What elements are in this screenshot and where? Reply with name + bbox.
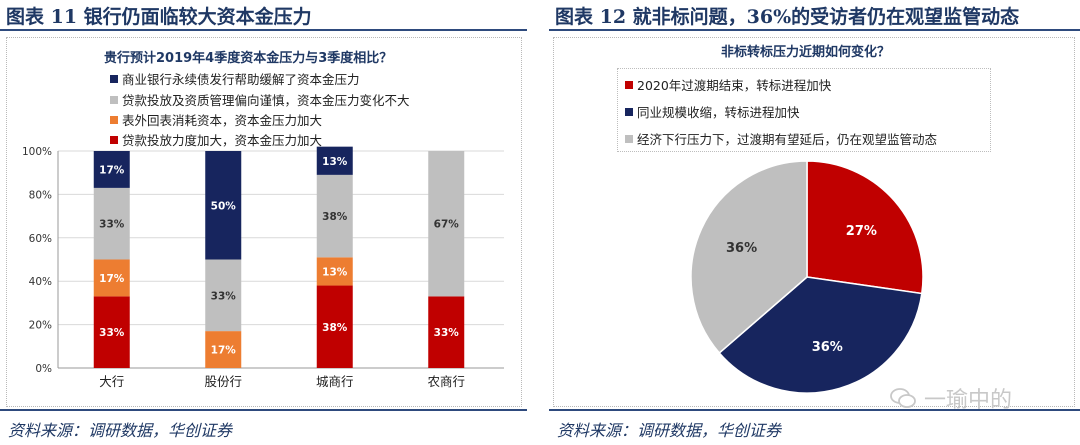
- right-top-rule: [549, 29, 1080, 31]
- pie-data-label: 27%: [846, 224, 877, 239]
- legend-item-perpetual-bonds: 商业银行永续债发行帮助缓解了资本金压力: [110, 69, 360, 88]
- y-tick-label: 20%: [29, 320, 52, 332]
- bar-segment: [316, 257, 353, 286]
- data-label: 67%: [434, 219, 460, 231]
- legend-item-more-lending: 贷款投放力度加大，资本金压力加大: [110, 130, 322, 149]
- bar-segment: [428, 296, 465, 368]
- wechat-icon: [890, 388, 916, 408]
- bar-segment: [316, 146, 353, 175]
- x-tick-label: 大行: [99, 374, 124, 389]
- pie-data-label: 36%: [726, 241, 757, 256]
- bar-chart-frame: [6, 37, 522, 407]
- bar-segment: [93, 259, 130, 297]
- right-bottom-rule: [549, 409, 1080, 411]
- y-tick-label: 40%: [29, 276, 52, 288]
- right-figure-panel: 图表 12 就非标问题，36%的受访者仍在观望监管动态 非标转标压力近期如何变化…: [549, 0, 1080, 445]
- pie-legend-item-wait-and-see: 经济下行压力下，过渡期有望延后，仍在观望监管动态: [625, 129, 937, 148]
- bar-segment: [93, 187, 130, 260]
- bar-segment: [316, 174, 353, 258]
- data-label: 38%: [322, 322, 348, 334]
- left-figure-title: 图表 11 银行仍面临较大资本金压力: [6, 6, 312, 28]
- watermark-text: 一瑜中的: [924, 388, 1013, 413]
- right-figure-title: 图表 12 就非标问题，36%的受访者仍在观望监管动态: [555, 6, 1020, 28]
- legend-swatch-gray: [110, 95, 118, 104]
- pie-chart: 27% 36% 36%: [690, 160, 924, 394]
- pie-slice: [690, 160, 808, 355]
- legend-swatch-orange: [110, 115, 118, 124]
- data-label: 33%: [99, 327, 125, 339]
- legend-swatch-red: [625, 80, 633, 89]
- x-tick-label: 股份行: [204, 374, 242, 389]
- data-label: 17%: [99, 164, 125, 176]
- data-label: 50%: [211, 200, 237, 212]
- legend-label: 同业规模收缩，转标进程加快: [637, 105, 800, 120]
- bar-segment: [205, 259, 242, 332]
- data-label: 17%: [99, 273, 125, 285]
- x-tick-label: 城商行: [316, 374, 354, 389]
- stacked-bar-chart: 0% 20% 40% 60% 80% 100% 33% 17% 33% 17% 大行 17% 33% 50…: [22, 146, 504, 389]
- data-label: 38%: [322, 211, 348, 223]
- x-tick-label: 农商行: [427, 374, 465, 389]
- legend-swatch-navy: [625, 107, 633, 116]
- legend-swatch-gray: [625, 134, 633, 143]
- data-label: 17%: [211, 345, 237, 357]
- right-source-note: 资料来源：调研数据，华创证券: [557, 421, 782, 440]
- bar-segment: [316, 285, 353, 368]
- data-label: 13%: [322, 266, 348, 278]
- bar-chart-title: 贵行预计2019年4季度资本金压力与3季度相比？: [104, 51, 393, 66]
- y-tick-label: 100%: [22, 146, 52, 158]
- legend-item-prudent-lending: 贷款投放及资质管理偏向谨慎，资本金压力变化不大: [110, 90, 410, 109]
- y-tick-label: 0%: [35, 363, 52, 375]
- data-label: 33%: [99, 219, 125, 231]
- pie-slice: [718, 276, 923, 394]
- legend-label: 经济下行压力下，过渡期有望延后，仍在观望监管动态: [637, 132, 938, 147]
- pie-slice: [806, 160, 924, 295]
- y-tick-label: 60%: [29, 233, 52, 245]
- legend-item-off-balance: 表外回表消耗资本，资本金压力加大: [110, 110, 322, 129]
- legend-label: 商业银行永续债发行帮助缓解了资本金压力: [122, 72, 360, 87]
- legend-label: 表外回表消耗资本，资本金压力加大: [122, 113, 323, 128]
- pie-data-label: 36%: [812, 340, 843, 355]
- legend-label: 贷款投放及资质管理偏向谨慎，资本金压力变化不大: [122, 93, 410, 108]
- data-label: 33%: [211, 290, 237, 302]
- y-tick-label: 80%: [29, 189, 52, 201]
- pie-legend-item-interbank-shrink: 同业规模收缩，转标进程加快: [625, 102, 800, 121]
- pie-chart-title: 非标转标压力近期如何变化？: [721, 45, 891, 60]
- pie-legend-item-transition-end: 2020年过渡期结束，转标进程加快: [625, 75, 831, 94]
- watermark: 一瑜中的: [890, 382, 1012, 414]
- left-top-rule: [0, 29, 527, 31]
- legend-swatch-navy: [110, 74, 118, 83]
- bar-segment: [428, 151, 465, 297]
- data-label: 33%: [434, 327, 460, 339]
- left-source-note: 资料来源：调研数据，华创证券: [8, 421, 233, 440]
- bar-segment: [205, 151, 242, 260]
- bar-segment: [93, 296, 130, 368]
- legend-label: 2020年过渡期结束，转标进程加快: [637, 78, 832, 93]
- bar-segment: [205, 331, 242, 368]
- left-bottom-rule: [0, 409, 527, 411]
- pie-chart-frame: [553, 37, 1075, 407]
- legend-swatch-red: [110, 135, 118, 144]
- pie-legend: [617, 68, 991, 152]
- legend-label: 贷款投放力度加大，资本金压力加大: [122, 133, 323, 148]
- bar-segment: [93, 151, 130, 188]
- left-figure-panel: 图表 11 银行仍面临较大资本金压力 贵行预计2019年4季度资本金压力与3季度…: [0, 0, 527, 445]
- data-label: 13%: [322, 156, 348, 168]
